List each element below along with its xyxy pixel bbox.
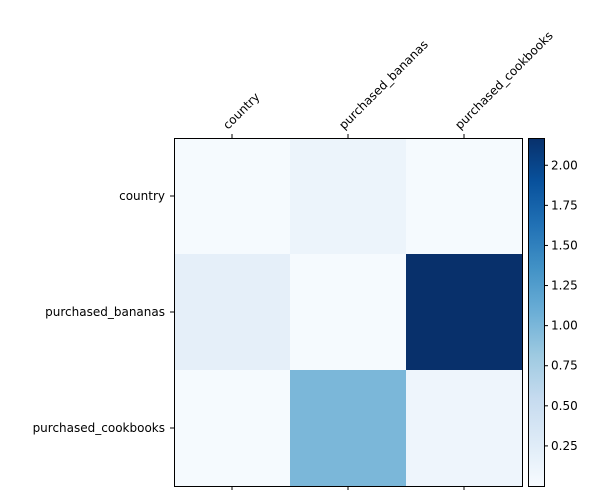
colorbar-tick-label: 1.00	[551, 319, 578, 333]
heatmap-cells	[174, 138, 523, 487]
y-tick-label: purchased_bananas	[45, 305, 165, 319]
heatmap-cell	[406, 138, 523, 255]
colorbar	[528, 138, 544, 486]
colorbar-frame	[528, 138, 545, 487]
colorbar-ticks: 0.25 0.50 0.75 1.00 1.25 1.50 1.75 2.00	[544, 158, 578, 453]
heatmap-cell	[290, 370, 407, 487]
heatmap-cell	[406, 370, 523, 487]
colorbar-tick-label: 0.25	[551, 439, 578, 453]
colorbar-tick-label: 0.75	[551, 359, 578, 373]
heatmap-cell	[406, 254, 523, 371]
heatmap-cell	[174, 138, 291, 255]
heatmap-cell	[174, 254, 291, 371]
heatmap-cell	[174, 370, 291, 487]
heatmap-cell	[290, 138, 407, 255]
colorbar-tick-label: 1.50	[551, 238, 578, 252]
colorbar-tick-label: 2.00	[551, 158, 578, 172]
heatmap-cell	[290, 254, 407, 371]
colorbar-tick-label: 1.75	[551, 198, 578, 212]
colorbar-tick-label: 0.50	[551, 399, 578, 413]
x-tick-label: country	[220, 90, 262, 132]
x-tick-label: purchased_bananas	[336, 37, 431, 132]
x-tick-label: purchased_cookbooks	[452, 29, 556, 133]
y-axis-ticks: country purchased_bananas purchased_cookbo…	[33, 189, 174, 435]
y-tick-label: country	[119, 189, 165, 203]
y-tick-label: purchased_cookbooks	[33, 421, 165, 435]
colorbar-tick-label: 1.25	[551, 279, 578, 293]
